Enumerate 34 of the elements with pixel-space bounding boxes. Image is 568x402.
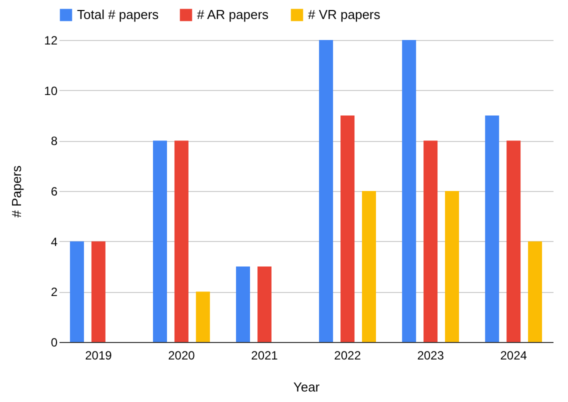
y-tick-label: 6	[50, 184, 58, 198]
bar	[506, 140, 521, 342]
bar	[485, 116, 500, 342]
y-tick-label: 0	[50, 336, 58, 350]
bar	[174, 140, 188, 342]
x-tick-label: 2023	[417, 348, 444, 362]
legend-label: # AR papers	[197, 7, 270, 22]
bar	[424, 140, 438, 342]
x-tick-label: 2019	[85, 348, 112, 362]
bar	[236, 266, 250, 342]
y-axis-title: # Papers	[9, 164, 24, 218]
y-tick-label: 12	[44, 34, 58, 48]
x-tick-label: 2020	[168, 348, 196, 362]
legend-label: # VR papers	[308, 7, 381, 22]
bar	[445, 191, 460, 342]
bar	[362, 191, 376, 342]
bar	[196, 292, 210, 342]
bar	[91, 241, 106, 342]
y-tick-label: 2	[50, 285, 58, 300]
y-tick-label: 8	[50, 134, 58, 148]
bar	[528, 241, 542, 342]
x-axis-title: Year	[293, 380, 320, 394]
x-tick-label: 2022	[334, 348, 362, 362]
bar	[70, 241, 84, 342]
bar	[319, 40, 334, 342]
bar	[340, 116, 355, 342]
y-tick-label: 10	[44, 84, 58, 98]
legend-label: Total # papers	[77, 7, 160, 22]
bar	[402, 40, 416, 342]
bar	[257, 266, 272, 342]
bar	[152, 140, 167, 342]
x-tick-label: 2021	[251, 348, 278, 362]
y-tick-label: 4	[50, 234, 58, 249]
x-tick-label: 2024	[500, 348, 528, 362]
